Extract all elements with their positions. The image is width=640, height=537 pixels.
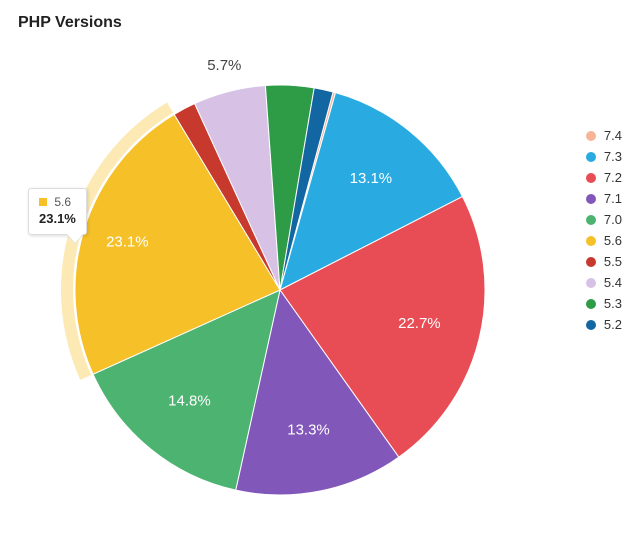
slice-label-5-6: 23.1% <box>106 233 149 250</box>
legend-item-7-1[interactable]: 7.1 <box>586 191 622 206</box>
slice-label-7-1: 13.3% <box>287 422 330 439</box>
legend: 7.4 7.3 7.2 7.1 7.0 5.6 5.5 5.4 5.3 5.2 <box>586 128 622 338</box>
legend-label: 7.4 <box>604 128 622 143</box>
legend-swatch <box>586 320 596 330</box>
legend-swatch <box>586 278 596 288</box>
legend-swatch <box>586 299 596 309</box>
legend-item-7-4[interactable]: 7.4 <box>586 128 622 143</box>
legend-label: 7.1 <box>604 191 622 206</box>
legend-item-5-2[interactable]: 5.2 <box>586 317 622 332</box>
tooltip-label: 5.6 <box>54 195 71 209</box>
legend-item-7-3[interactable]: 7.3 <box>586 149 622 164</box>
pie-svg: 13.1% 22.7% 13.3% 14.8% 23.1% 5.7% <box>0 0 640 532</box>
legend-label: 5.5 <box>604 254 622 269</box>
legend-item-5-6[interactable]: 5.6 <box>586 233 622 248</box>
legend-label: 7.0 <box>604 212 622 227</box>
slice-label-7-0: 14.8% <box>168 392 211 409</box>
tooltip-value: 23.1% <box>39 211 76 226</box>
legend-swatch <box>586 257 596 267</box>
legend-item-5-3[interactable]: 5.3 <box>586 296 622 311</box>
slice-label-7-2: 22.7% <box>398 315 441 332</box>
legend-item-5-4[interactable]: 5.4 <box>586 275 622 290</box>
legend-label: 7.2 <box>604 170 622 185</box>
tooltip: 5.6 23.1% <box>28 188 87 235</box>
legend-swatch <box>586 152 596 162</box>
legend-swatch <box>586 131 596 141</box>
legend-item-7-2[interactable]: 7.2 <box>586 170 622 185</box>
legend-swatch <box>586 173 596 183</box>
slice-label-7-3: 13.1% <box>350 170 393 187</box>
legend-swatch <box>586 215 596 225</box>
legend-label: 5.4 <box>604 275 622 290</box>
legend-label: 5.2 <box>604 317 622 332</box>
legend-item-7-0[interactable]: 7.0 <box>586 212 622 227</box>
pie-chart: 13.1% 22.7% 13.3% 14.8% 23.1% 5.7% <box>0 0 640 537</box>
legend-item-5-5[interactable]: 5.5 <box>586 254 622 269</box>
tooltip-header: 5.6 <box>39 195 76 209</box>
legend-swatch <box>586 194 596 204</box>
legend-label: 7.3 <box>604 149 622 164</box>
slice-label-5-4: 5.7% <box>207 57 241 74</box>
legend-label: 5.3 <box>604 296 622 311</box>
legend-label: 5.6 <box>604 233 622 248</box>
tooltip-swatch <box>39 198 47 206</box>
tooltip-tail <box>67 234 83 243</box>
legend-swatch <box>586 236 596 246</box>
